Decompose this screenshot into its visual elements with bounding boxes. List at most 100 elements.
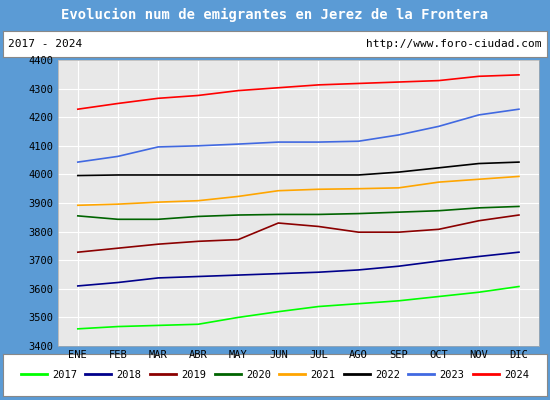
2018 [114, 280, 121, 285]
2021 [436, 180, 442, 184]
2019 [235, 237, 241, 242]
2018 [516, 250, 522, 254]
2019 [355, 230, 362, 234]
2024 [235, 88, 241, 93]
2018 [436, 259, 442, 264]
2017 [476, 290, 482, 295]
Line: 2018: 2018 [78, 252, 519, 286]
2021 [74, 203, 81, 208]
2024 [516, 72, 522, 77]
Line: 2022: 2022 [78, 162, 519, 176]
2019 [74, 250, 81, 254]
Text: Evolucion num de emigrantes en Jerez de la Frontera: Evolucion num de emigrantes en Jerez de … [62, 8, 488, 22]
2021 [114, 202, 121, 206]
2021 [275, 188, 282, 193]
2023 [155, 144, 161, 149]
2023 [436, 124, 442, 129]
2017 [114, 324, 121, 329]
2019 [114, 246, 121, 250]
2021 [355, 186, 362, 191]
2019 [315, 224, 322, 229]
2023 [74, 160, 81, 164]
2019 [155, 242, 161, 246]
2018 [476, 254, 482, 259]
2017 [235, 315, 241, 320]
2017 [436, 294, 442, 299]
2020 [155, 217, 161, 222]
2024 [155, 96, 161, 101]
2017 [315, 304, 322, 309]
2022 [476, 161, 482, 166]
2022 [315, 172, 322, 177]
2018 [355, 268, 362, 272]
2020 [195, 214, 201, 219]
2017 [155, 323, 161, 328]
2018 [74, 284, 81, 288]
2024 [315, 82, 322, 87]
2023 [235, 142, 241, 146]
Line: 2019: 2019 [78, 215, 519, 252]
2017 [74, 326, 81, 331]
2019 [395, 230, 402, 234]
Line: 2017: 2017 [78, 286, 519, 329]
2023 [395, 132, 402, 137]
2023 [315, 140, 322, 144]
2018 [275, 271, 282, 276]
Text: 2017 - 2024: 2017 - 2024 [8, 39, 82, 49]
2022 [436, 166, 442, 170]
2023 [476, 112, 482, 117]
2020 [275, 212, 282, 217]
2022 [235, 172, 241, 177]
2018 [315, 270, 322, 275]
2020 [235, 213, 241, 218]
2024 [74, 107, 81, 112]
2024 [355, 81, 362, 86]
2018 [195, 274, 201, 279]
2021 [476, 177, 482, 182]
2022 [355, 172, 362, 177]
2024 [114, 101, 121, 106]
Line: 2021: 2021 [78, 176, 519, 205]
Legend: 2017, 2018, 2019, 2020, 2021, 2022, 2023, 2024: 2017, 2018, 2019, 2020, 2021, 2022, 2023… [16, 366, 534, 384]
2021 [395, 186, 402, 190]
2020 [74, 214, 81, 218]
2020 [436, 208, 442, 213]
2023 [195, 143, 201, 148]
2024 [275, 85, 282, 90]
2022 [516, 160, 522, 164]
2019 [476, 218, 482, 223]
2022 [114, 172, 121, 177]
2020 [355, 211, 362, 216]
2023 [275, 140, 282, 144]
2019 [516, 213, 522, 218]
2021 [315, 187, 322, 192]
2022 [275, 172, 282, 177]
2023 [516, 107, 522, 112]
2017 [516, 284, 522, 289]
Line: 2020: 2020 [78, 206, 519, 219]
2020 [395, 210, 402, 214]
2020 [476, 206, 482, 210]
2017 [275, 309, 282, 314]
2019 [436, 227, 442, 232]
2018 [235, 273, 241, 278]
Line: 2024: 2024 [78, 75, 519, 109]
2020 [516, 204, 522, 209]
2021 [516, 174, 522, 179]
2019 [195, 239, 201, 244]
2022 [195, 172, 201, 177]
2021 [155, 200, 161, 204]
2022 [395, 170, 402, 174]
2021 [235, 194, 241, 199]
2020 [114, 217, 121, 222]
2017 [195, 322, 201, 327]
2019 [275, 221, 282, 226]
2024 [195, 93, 201, 98]
2018 [395, 264, 402, 269]
2018 [155, 276, 161, 280]
2022 [155, 172, 161, 177]
Line: 2023: 2023 [78, 109, 519, 162]
2024 [395, 80, 402, 84]
2021 [195, 198, 201, 203]
2024 [436, 78, 442, 83]
